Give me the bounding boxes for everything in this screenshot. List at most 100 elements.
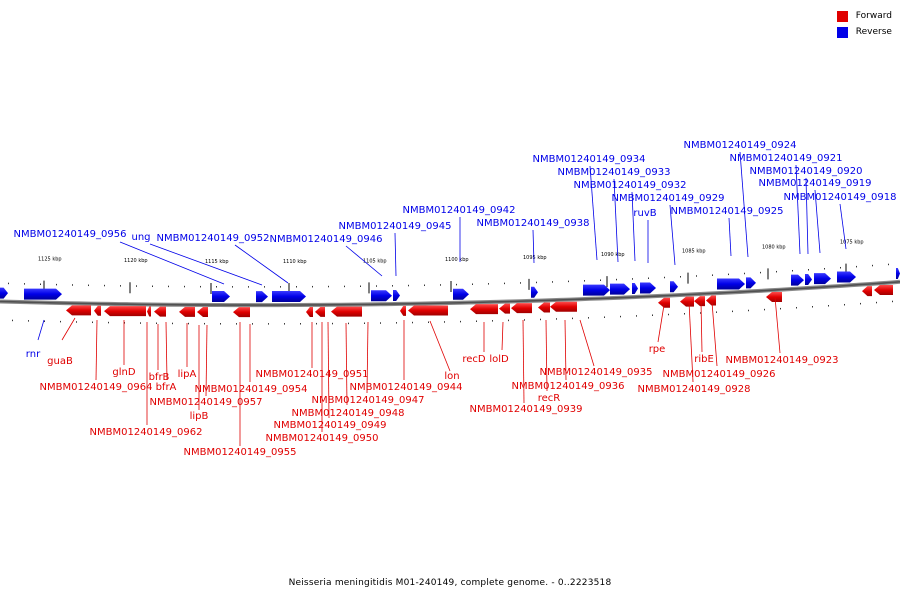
forward-swatch <box>836 10 848 22</box>
tick-minor <box>860 302 861 305</box>
forward-gene-arrow <box>658 297 670 308</box>
reverse-gene-arrow <box>583 284 610 296</box>
leader-line <box>61 317 76 341</box>
tick-minor <box>620 315 621 318</box>
tick-minor <box>568 280 569 283</box>
tick-minor <box>252 323 253 325</box>
tick-minor <box>824 268 825 270</box>
forward-gene-arrow <box>766 292 782 303</box>
tick-minor <box>872 264 873 267</box>
tick-minor <box>392 285 393 287</box>
gene-label: NMBM01240149_0952 <box>157 233 270 244</box>
forward-gene-arrow <box>179 306 195 317</box>
tick-minor <box>200 285 201 288</box>
gene-label: NMBM01240149_0933 <box>558 167 671 178</box>
gene-label: lipB <box>190 411 209 422</box>
tick-minor <box>204 322 205 325</box>
tick-minor <box>460 320 461 323</box>
tick-minor <box>664 276 665 279</box>
backbone-shadow <box>0 279 900 308</box>
forward-gene-arrow <box>400 305 406 316</box>
gene-label: NMBM01240149_0932 <box>574 180 687 191</box>
leader-line <box>739 151 749 258</box>
leader-line <box>579 319 595 367</box>
tick-minor <box>600 279 601 281</box>
tick-label: 1075 kbp <box>840 240 864 246</box>
tick-minor <box>60 320 61 323</box>
tick-minor <box>680 276 681 278</box>
tick-minor <box>796 306 797 309</box>
leader-line <box>429 320 451 372</box>
leader-line <box>119 241 225 285</box>
reverse-gene-arrow <box>640 282 656 294</box>
forward-gene-arrow <box>104 306 146 317</box>
gene-label: NMBM01240149_0948 <box>292 408 405 419</box>
tick-minor <box>696 275 697 277</box>
tick-minor <box>28 320 29 322</box>
gene-label: bfrA <box>156 382 177 393</box>
tick-minor <box>72 284 73 286</box>
tick-minor <box>396 322 397 324</box>
reverse-gene-arrow <box>453 288 469 300</box>
tick-minor <box>508 319 509 322</box>
forward-gene-arrow <box>66 305 91 316</box>
tick-minor <box>744 272 745 275</box>
tick-minor <box>108 321 109 324</box>
tick-minor <box>284 323 285 325</box>
leader-line <box>613 178 619 263</box>
reverse-gene-arrow <box>371 290 392 302</box>
leader-line <box>95 319 98 381</box>
tick-minor <box>812 306 813 308</box>
tick-minor <box>540 318 541 321</box>
leader-line <box>728 217 732 257</box>
tick-minor <box>760 271 761 274</box>
tick-label: 1105 kbp <box>363 258 387 264</box>
tick-minor <box>636 315 637 317</box>
tick-minor <box>888 263 889 266</box>
tick-minor <box>652 314 653 316</box>
tick-minor <box>124 322 125 324</box>
tick-minor <box>376 285 377 287</box>
forward-gene-arrow <box>470 304 498 315</box>
gene-label: NMBM01240149_0956 <box>14 229 127 240</box>
forward-gene-arrow <box>706 295 716 306</box>
tick-minor <box>296 286 297 288</box>
forward-gene-arrow <box>147 306 151 317</box>
tick-minor <box>88 284 89 287</box>
reverse-gene-arrow <box>837 271 856 283</box>
leader-line <box>814 189 821 254</box>
tick-minor <box>412 321 413 324</box>
reverse-gene-arrow <box>814 273 831 285</box>
tick-minor <box>264 286 265 288</box>
gene-label: NMBM01240149_0964 <box>40 382 153 393</box>
gene-label: NMBM01240149_0921 <box>730 153 843 164</box>
tick-minor <box>732 310 733 313</box>
tick-minor <box>12 319 13 322</box>
tick-minor <box>648 277 649 279</box>
legend-forward-label: Forward <box>855 11 892 21</box>
gene-label: recR <box>538 393 561 404</box>
tick-label: 1080 kbp <box>762 244 786 250</box>
tick-minor <box>312 285 313 288</box>
tick-minor <box>472 283 473 285</box>
forward-gene-arrow <box>680 296 694 307</box>
tick-minor <box>216 286 217 288</box>
tick-minor <box>700 312 701 314</box>
leader-line <box>700 301 703 353</box>
forward-gene-arrow <box>331 306 362 317</box>
gene-label: NMBM01240149_0955 <box>184 447 297 458</box>
gene-label: recD <box>462 354 486 365</box>
leader-line <box>795 164 801 255</box>
legend: Forward Reverse <box>836 8 892 40</box>
tick-minor <box>712 274 713 276</box>
gene-label: NMBM01240149_0947 <box>312 395 425 406</box>
leader-line <box>805 177 809 255</box>
gene-label: NMBM01240149_0957 <box>150 397 263 408</box>
leader-line <box>149 243 263 286</box>
tick-minor <box>876 301 877 304</box>
backbone-line <box>0 281 900 306</box>
tick-minor <box>348 322 349 325</box>
tick-minor <box>316 322 317 325</box>
tick-label: 1120 kbp <box>124 258 148 264</box>
